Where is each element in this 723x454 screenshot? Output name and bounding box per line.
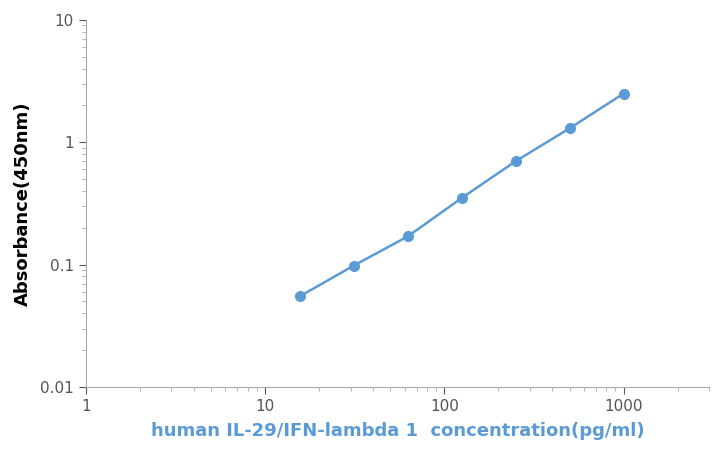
Y-axis label: Absorbance(450nm): Absorbance(450nm) bbox=[14, 101, 32, 306]
X-axis label: human IL-29/IFN-lambda 1  concentration(pg/ml): human IL-29/IFN-lambda 1 concentration(p… bbox=[150, 422, 644, 440]
